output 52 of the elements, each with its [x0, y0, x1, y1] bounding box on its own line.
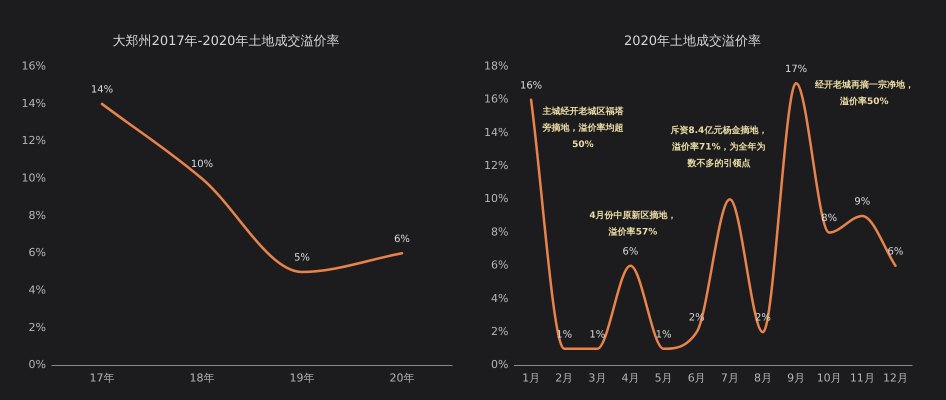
x-tick-label: 3月 — [588, 371, 606, 384]
y-tick-label: 4% — [491, 292, 508, 305]
annotation: 斥资8.4亿元杨金摘地，溢价率71%，为全年为数不多的引领点 — [669, 125, 768, 170]
x-tick-label: 5月 — [654, 371, 673, 384]
data-label: 17% — [784, 64, 808, 75]
data-label: 9% — [854, 196, 870, 208]
data-label: 5% — [294, 252, 310, 264]
annotation: 4月份中原新区摘地，溢价率57% — [589, 210, 677, 238]
x-tick-label: 4月 — [621, 371, 640, 384]
x-tick-label: 1月 — [522, 371, 540, 384]
data-label: 1% — [589, 329, 606, 340]
data-label: 10% — [190, 159, 214, 170]
x-tick-label: 20年 — [390, 371, 414, 384]
y-tick-label: 18% — [484, 59, 508, 72]
annotation: 主城经开老城区福塔旁摘地，溢价率均超50% — [541, 106, 624, 150]
y-tick-label: 2% — [491, 324, 508, 338]
x-tick-label: 2月 — [555, 371, 574, 384]
x-tick-label: 12月 — [882, 371, 908, 384]
y-tick-label: 16% — [22, 59, 46, 72]
y-tick-label: 12% — [484, 159, 508, 172]
y-tick-label: 16% — [484, 92, 508, 106]
data-label: 6% — [394, 234, 410, 245]
y-tick-label: 12% — [22, 134, 46, 148]
x-tick-label: 17年 — [90, 371, 114, 384]
x-tick-label: 9月 — [787, 371, 806, 384]
data-label: 14% — [90, 84, 114, 96]
y-tick-label: 10% — [484, 192, 508, 206]
y-tick-label: 6% — [28, 246, 46, 260]
data-label: 16% — [520, 80, 542, 92]
y-tick-label: 0% — [491, 358, 508, 372]
y-tick-label: 14% — [484, 126, 508, 139]
y-tick-label: 8% — [28, 208, 46, 222]
data-label: 6% — [888, 246, 904, 258]
y-tick-label: 0% — [28, 358, 46, 372]
y-tick-label: 14% — [22, 96, 46, 110]
y-tick-label: 6% — [491, 258, 508, 272]
y-tick-label: 2% — [28, 320, 46, 334]
x-tick-label: 19年 — [290, 371, 314, 384]
y-tick-label: 10% — [22, 171, 46, 184]
x-tick-label: 6月 — [688, 371, 706, 384]
x-tick-label: 10月 — [816, 371, 842, 384]
chart-title: 大郑州2017年-2020年土地成交溢价率 — [112, 33, 340, 50]
x-tick-label: 11月 — [850, 371, 875, 384]
y-tick-label: 4% — [28, 283, 46, 296]
x-tick-label: 7月 — [720, 371, 739, 384]
data-label: 6% — [622, 246, 638, 258]
data-label: 1% — [656, 329, 672, 340]
y-tick-label: 8% — [491, 225, 508, 238]
x-tick-label: 18年 — [190, 371, 214, 384]
chart-title: 2020年土地成交溢价率 — [624, 33, 762, 50]
annotation: 经开老城再摘一宗净地，溢价率50% — [814, 79, 914, 107]
x-tick-label: 8月 — [754, 371, 772, 384]
